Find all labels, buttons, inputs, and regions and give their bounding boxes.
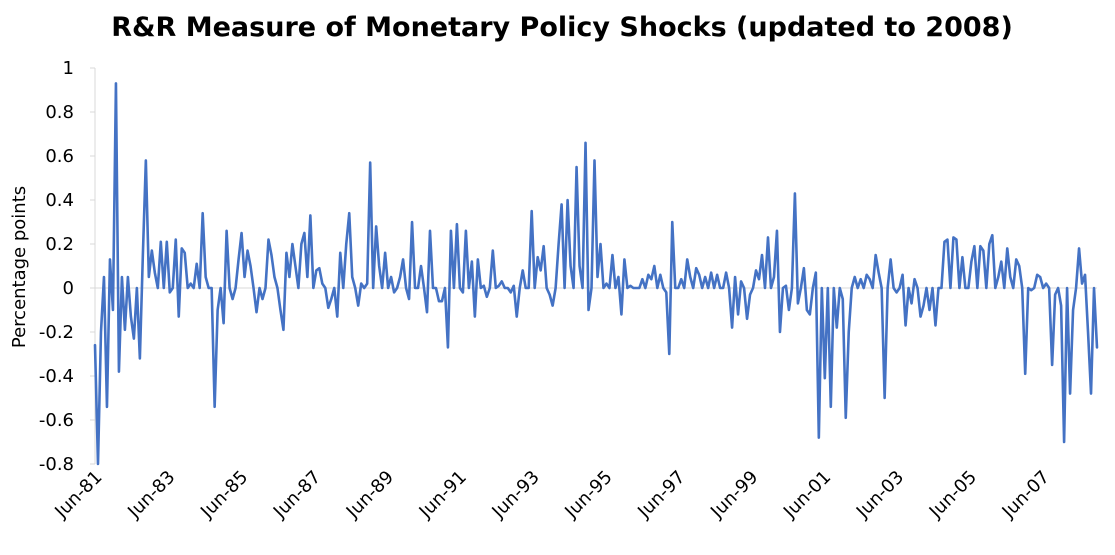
x-tick-label: Jun-83 bbox=[123, 467, 179, 523]
y-tick-label: -0.8 bbox=[39, 454, 74, 475]
x-tick-label: Jun-95 bbox=[560, 467, 616, 523]
y-tick-label: 0 bbox=[63, 278, 74, 299]
y-tick-label: 1 bbox=[63, 58, 74, 79]
x-tick-label: Jun-97 bbox=[633, 467, 689, 523]
x-tick-label: Jun-93 bbox=[488, 467, 544, 523]
chart-title: R&R Measure of Monetary Policy Shocks (u… bbox=[111, 12, 1013, 43]
x-tick-label: Jun-01 bbox=[779, 467, 835, 523]
y-tick-label: 0.6 bbox=[45, 146, 74, 167]
x-tick-label: Jun-05 bbox=[925, 467, 981, 523]
x-tick-label: Jun-85 bbox=[196, 467, 252, 523]
y-tick-label: 0.2 bbox=[45, 234, 74, 255]
x-tick-label: Jun-91 bbox=[415, 467, 471, 523]
y-tick-label: -0.4 bbox=[39, 366, 74, 387]
x-tick-label: Jun-99 bbox=[706, 467, 762, 523]
x-tick-label: Jun-89 bbox=[342, 467, 398, 523]
y-tick-label: -0.2 bbox=[39, 322, 74, 343]
x-tick-label: Jun-81 bbox=[50, 467, 106, 523]
series-line-0 bbox=[93, 82, 1099, 466]
x-tick-label: Jun-07 bbox=[998, 467, 1054, 523]
series-group bbox=[93, 82, 1099, 466]
y-axis-title: Percentage points bbox=[9, 186, 30, 348]
x-axis: Jun-81 Jun-83 Jun-85 Jun-87 Jun-89 Jun-91 Jun-… bbox=[50, 287, 1097, 523]
x-tick-label: Jun-03 bbox=[852, 467, 908, 523]
y-tick-label: 0.4 bbox=[45, 190, 74, 211]
y-tick-label: 0.8 bbox=[45, 102, 74, 123]
y-tick-label: -0.6 bbox=[39, 410, 74, 431]
x-tick-label: Jun-87 bbox=[269, 467, 325, 523]
y-axis: 1 0.8 0.6 0.4 0.2 0 -0.2 -0.4 -0.6 -0.8 bbox=[39, 58, 96, 475]
